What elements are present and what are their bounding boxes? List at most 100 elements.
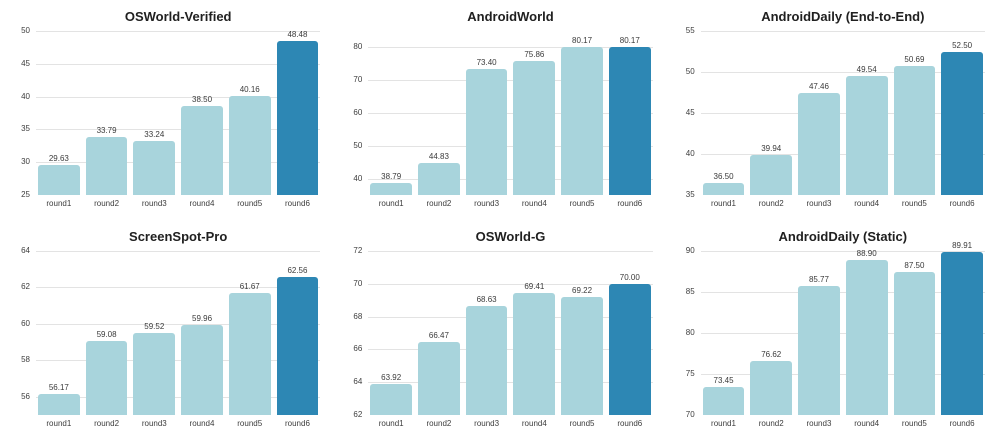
bar-slot-round5: 87.50 xyxy=(893,251,936,415)
y-axis: 25 30 35 40 45 50 xyxy=(8,26,36,199)
bar-slot-round3: 73.40 xyxy=(465,31,508,195)
y-tick-label: 70 xyxy=(353,278,363,288)
bar-round2 xyxy=(85,340,128,415)
bar-value-label: 75.86 xyxy=(524,49,545,59)
bars-group: 38.79 44.83 73.40 75.86 80.17 80.17 xyxy=(368,31,652,195)
bar-slot-round1: 63.92 xyxy=(370,251,413,415)
y-tick-label: 72 xyxy=(353,246,363,255)
chart-body: 35 40 45 50 55 36.50 39.94 47.46 49.54 50.69 52.50… xyxy=(673,26,985,211)
plot-area: 38.79 44.83 73.40 75.86 80.17 80.17 xyxy=(368,31,653,195)
bar-round3 xyxy=(798,92,840,195)
y-axis: 40 50 60 70 80 xyxy=(340,31,368,195)
bar-value-label: 73.45 xyxy=(713,375,734,385)
bars-group: 73.45 76.62 85.77 88.90 87.50 89.91 xyxy=(701,241,985,415)
bar-slot-round3: 68.63 xyxy=(465,251,508,415)
bar-value-label: 68.63 xyxy=(476,295,497,305)
x-tick-label: round1 xyxy=(711,419,736,428)
bar-round5 xyxy=(228,95,271,195)
bar-value-label: 59.96 xyxy=(192,313,213,323)
bar-round4 xyxy=(513,60,556,195)
gridline xyxy=(36,251,321,252)
bar-round5 xyxy=(893,66,936,195)
x-tick-label: round3 xyxy=(806,419,832,428)
bar-round5 xyxy=(228,293,271,415)
x-tick-label: round6 xyxy=(949,419,975,428)
x-tick-label: round2 xyxy=(758,199,784,208)
bar-value-label: 48.48 xyxy=(287,29,308,39)
bar-round3 xyxy=(133,140,176,195)
y-tick-label: 70 xyxy=(685,410,695,419)
bar-value-label: 76.62 xyxy=(761,349,782,359)
bar-round1 xyxy=(702,386,745,415)
gridline xyxy=(700,333,985,334)
bar-round2 xyxy=(418,162,460,195)
y-tick-label: 30 xyxy=(21,157,30,167)
x-tick-label: round1 xyxy=(378,199,404,208)
chart-androiddaily-end-to-end: AndroidDaily (End-to-End) 35 40 45 50 55 36.50… xyxy=(665,0,997,220)
bar-slot-round5: 40.16 xyxy=(228,31,271,195)
y-tick-label: 45 xyxy=(21,58,30,68)
x-tick-label: round5 xyxy=(901,419,927,428)
bar-round2 xyxy=(418,341,460,415)
gridline xyxy=(36,360,321,362)
chart-androiddaily-static: AndroidDaily (Static) 70 75 80 85 90 73.45 76.6… xyxy=(665,220,997,440)
bar-slot-round4: 59.96 xyxy=(181,251,223,415)
x-tick-label: round6 xyxy=(617,199,643,208)
bar-round1 xyxy=(38,164,80,195)
bar-value-label: 49.54 xyxy=(856,64,877,74)
y-tick-label: 35 xyxy=(685,190,695,199)
bar-value-label: 44.83 xyxy=(428,151,449,161)
bar-round1 xyxy=(702,182,745,195)
x-tick-label: round4 xyxy=(189,199,215,208)
y-tick-label: 80 xyxy=(353,42,363,52)
bar-slot-round1: 56.17 xyxy=(38,251,80,415)
x-tick-label: round4 xyxy=(854,419,880,428)
bar-round4 xyxy=(845,260,888,415)
bar-round2 xyxy=(750,154,793,195)
chart-osworld-verified: OSWorld-Verified 25 30 35 40 45 50 29.63 33.79 33… xyxy=(0,0,332,220)
bar-slot-round5: 50.69 xyxy=(893,31,936,195)
x-tick-label: round3 xyxy=(141,199,167,208)
bar-value-label: 50.69 xyxy=(904,55,925,65)
y-tick-label: 50 xyxy=(685,67,695,76)
bar-value-label: 59.08 xyxy=(96,329,117,339)
x-tick-label: round2 xyxy=(426,419,452,428)
y-tick-label: 75 xyxy=(685,369,695,378)
bar-slot-round4: 69.41 xyxy=(513,251,556,415)
gridline xyxy=(36,287,321,289)
bar-value-label: 38.50 xyxy=(192,95,213,105)
bar-round4 xyxy=(513,293,556,415)
x-tick-label: round5 xyxy=(237,419,263,428)
bar-round3 xyxy=(133,332,176,415)
bar-round6 xyxy=(276,277,319,415)
bar-slot-round4: 88.90 xyxy=(845,249,888,415)
gridline xyxy=(700,374,985,375)
gridline xyxy=(368,80,653,82)
bar-slot-round2: 66.47 xyxy=(418,251,460,415)
x-tick-label: round3 xyxy=(141,419,167,428)
chart-screenspot-pro: ScreenSpot-Pro 56 58 60 62 64 56.17 59.08 59.52 5… xyxy=(0,220,332,440)
bar-value-label: 59.52 xyxy=(144,321,165,331)
y-tick-label: 40 xyxy=(353,173,363,183)
y-axis: 35 40 45 50 55 xyxy=(673,26,701,199)
x-tick-label: round1 xyxy=(46,419,72,428)
chart-body: 56 58 60 62 64 56.17 59.08 59.52 59.96 61.67 62.56… xyxy=(8,246,321,431)
chart-title: AndroidWorld xyxy=(467,9,554,24)
x-tick-label: round4 xyxy=(521,419,547,428)
bar-round6 xyxy=(608,46,651,195)
x-tick-label: round3 xyxy=(474,199,500,208)
y-tick-label: 85 xyxy=(685,287,695,296)
bar-slot-round6: 48.48 xyxy=(276,29,319,195)
gridline xyxy=(368,145,653,147)
chart-body: 62 64 66 68 70 72 63.92 66.47 68.63 69.41 69.22 70.… xyxy=(340,246,653,431)
x-tick-label: round2 xyxy=(426,199,452,208)
chart-osworld-g: OSWorld-G 62 64 66 68 70 72 63.92 66.47 68.63 69.4… xyxy=(332,220,664,440)
bar-value-label: 38.79 xyxy=(381,171,402,181)
x-tick-label: round6 xyxy=(617,419,643,428)
bar-round3 xyxy=(465,306,508,415)
bar-value-label: 87.50 xyxy=(904,260,925,270)
gridline xyxy=(368,47,653,49)
gridline xyxy=(368,251,653,252)
x-tick-label: round6 xyxy=(284,199,310,208)
